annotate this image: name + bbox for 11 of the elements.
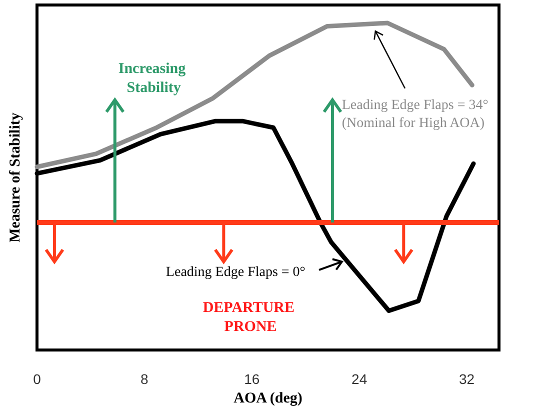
- y-axis-title: Measure of Stability: [8, 112, 24, 242]
- x-tick-label: 16: [244, 371, 260, 387]
- annotation: DEPARTURE PRONE: [202, 300, 298, 335]
- x-tick-label: 0: [33, 371, 42, 387]
- x-axis-title: AOA (deg): [234, 390, 302, 406]
- text: Leading Edge Flaps = 0°: [166, 264, 306, 280]
- series-label: Leading Edge Flaps = 34° (Nominal for High AOA): [342, 98, 492, 132]
- x-tick-label: 8: [140, 371, 149, 387]
- x-tick-label: 32: [458, 371, 475, 387]
- annotation: Increasing Stability: [118, 61, 190, 96]
- x-tick-label: 24: [352, 371, 368, 387]
